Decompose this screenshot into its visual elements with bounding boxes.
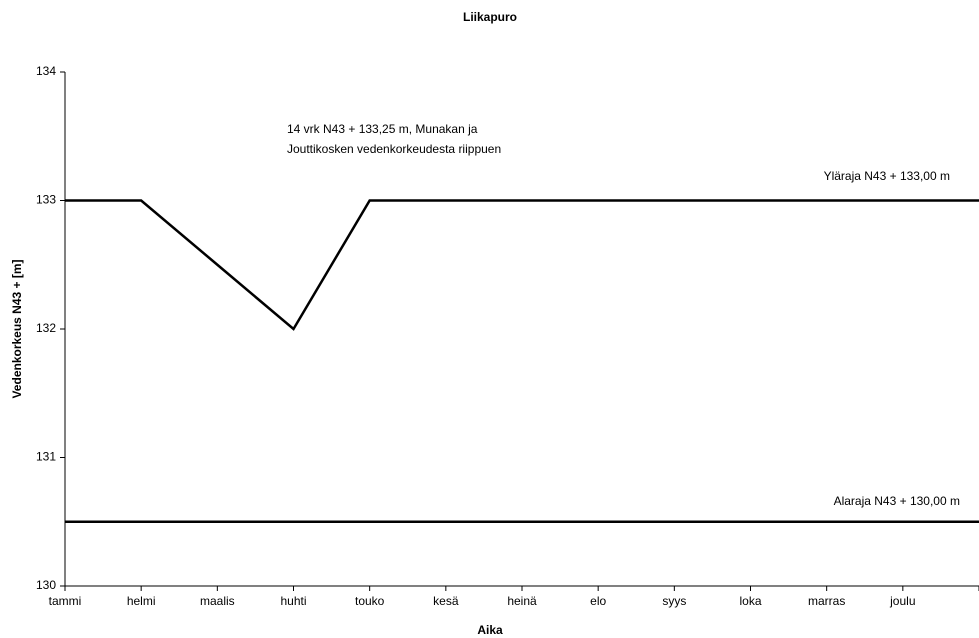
x-tick-label: kesä: [433, 594, 459, 608]
chart-title: Liikapuro: [463, 10, 517, 24]
y-tick-label: 134: [36, 64, 56, 78]
x-axis-label: Aika: [477, 623, 503, 637]
x-tick-label: joulu: [889, 594, 915, 608]
x-tick-label: touko: [355, 594, 385, 608]
y-axis-label: Vedenkorkeus N43 + [m]: [10, 259, 24, 398]
annotation: Yläraja N43 + 133,00 m: [824, 169, 950, 183]
y-tick-label: 132: [36, 321, 56, 335]
y-tick-label: 133: [36, 193, 56, 207]
x-tick-label: marras: [808, 594, 845, 608]
x-tick-label: loka: [739, 594, 761, 608]
y-tick-label: 131: [36, 450, 56, 464]
x-tick-label: heinä: [507, 594, 537, 608]
x-tick-label: elo: [590, 594, 606, 608]
x-tick-label: helmi: [127, 594, 156, 608]
x-tick-label: maalis: [200, 594, 235, 608]
annotation: Alaraja N43 + 130,00 m: [834, 494, 960, 508]
x-tick-label: syys: [662, 594, 686, 608]
x-tick-label: huhti: [280, 594, 306, 608]
annotation: Jouttikosken vedenkorkeudesta riippuen: [287, 142, 501, 156]
x-tick-label: tammi: [49, 594, 82, 608]
annotation: 14 vrk N43 + 133,25 m, Munakan ja: [287, 122, 478, 136]
data-line: [65, 199, 979, 331]
y-tick-label: 130: [36, 578, 56, 592]
